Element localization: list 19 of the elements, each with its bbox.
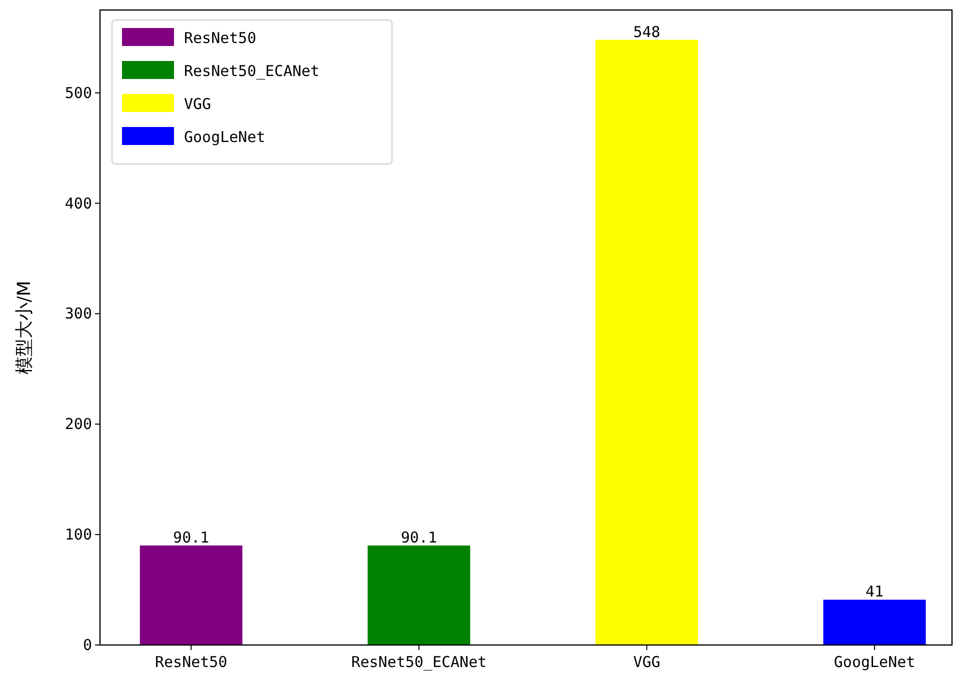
- y-tick-label: 500: [64, 84, 92, 102]
- legend-label: ResNet50_ECANet: [184, 62, 320, 80]
- data-label: 41: [866, 582, 884, 601]
- x-tick-label: ResNet50: [155, 653, 228, 671]
- y-tick-label: 300: [64, 304, 92, 323]
- y-tick-label: 200: [64, 415, 92, 434]
- y-tick-label: 100: [64, 526, 92, 544]
- y-axis-title: 模型大小/M: [14, 280, 35, 374]
- y-tick-label: 0: [82, 636, 92, 654]
- data-label: 90.1: [400, 528, 437, 546]
- y-tick-label: 400: [64, 194, 92, 212]
- legend-label: GoogLeNet: [184, 128, 266, 146]
- x-tick-label: GoogLeNet: [834, 653, 916, 671]
- data-label: 90.1: [173, 528, 210, 546]
- legend-label: VGG: [184, 95, 212, 113]
- x-tick-label: ResNet50_ECANet: [351, 653, 487, 671]
- data-label: 548: [633, 22, 660, 41]
- legend-label: ResNet50: [184, 29, 256, 47]
- x-tick-label: VGG: [633, 653, 660, 671]
